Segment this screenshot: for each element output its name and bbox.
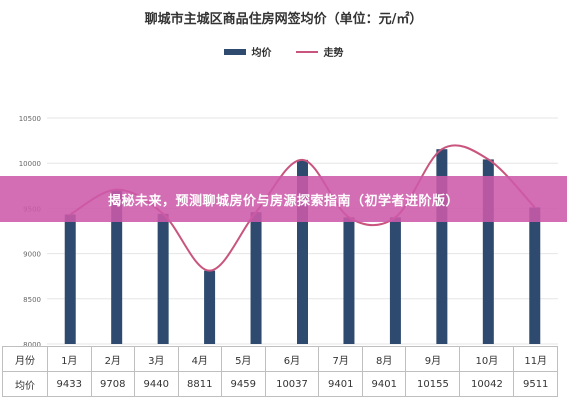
bar bbox=[297, 159, 308, 344]
bar bbox=[389, 217, 401, 344]
legend-bar-label: 均价 bbox=[251, 48, 272, 59]
table-cell-value: 10155 bbox=[405, 371, 461, 397]
legend-line-swatch bbox=[295, 50, 318, 53]
table-row-months: 月份 1月 2月 3月 4月 5月 6月 7月 8月 9月 10月 11月 bbox=[2, 346, 558, 372]
table-cell-month: 11月 bbox=[513, 346, 558, 372]
table-cell-value: 10037 bbox=[264, 371, 320, 397]
table-row-values: 均价 9433 9708 9440 8811 9459 10037 9401 9401 1015… bbox=[2, 371, 558, 397]
table-cell-value: 9440 bbox=[134, 371, 179, 397]
overlay-banner: 揭秘未来，预测聊城房价与房源探索指南（初学者进阶版） bbox=[0, 176, 567, 222]
y-tick-label: 10500 bbox=[19, 115, 41, 123]
legend: 均价 走势 bbox=[0, 44, 567, 59]
table-header-months: 月份 bbox=[2, 346, 48, 372]
table-cell-value: 9708 bbox=[90, 371, 135, 397]
legend-item-bar: 均价 bbox=[223, 44, 272, 59]
y-tick-label: 8500 bbox=[23, 296, 41, 304]
bar bbox=[250, 212, 262, 344]
table-cell-value: 9401 bbox=[361, 371, 407, 397]
y-tick-label: 10000 bbox=[19, 160, 41, 168]
bar bbox=[529, 207, 541, 344]
table-cell-month: 5月 bbox=[221, 346, 266, 372]
table-cell-month: 10月 bbox=[459, 346, 515, 372]
data-table: 月份 1月 2月 3月 4月 5月 6月 7月 8月 9月 10月 11月 均价 9433 9708 9… bbox=[2, 346, 558, 397]
bar bbox=[482, 159, 494, 344]
bar bbox=[157, 213, 169, 344]
y-tick-label: 9000 bbox=[23, 251, 41, 259]
bar bbox=[343, 217, 355, 344]
legend-bar-swatch bbox=[223, 48, 246, 55]
table-cell-month: 7月 bbox=[318, 346, 363, 372]
table-cell-value: 9433 bbox=[47, 371, 92, 397]
table-cell-month: 6月 bbox=[264, 346, 320, 372]
table-cell-month: 1月 bbox=[47, 346, 92, 372]
table-cell-month: 4月 bbox=[177, 346, 222, 372]
legend-line-label: 走势 bbox=[323, 48, 344, 59]
bar bbox=[111, 189, 123, 344]
table-cell-month: 2月 bbox=[90, 346, 135, 372]
table-cell-value: 9511 bbox=[513, 371, 558, 397]
table-cell-value: 9459 bbox=[221, 371, 266, 397]
table-cell-month: 8月 bbox=[361, 346, 407, 372]
table-cell-month: 9月 bbox=[405, 346, 461, 372]
table-cell-value: 9401 bbox=[318, 371, 363, 397]
table-cell-value: 8811 bbox=[177, 371, 222, 397]
table-header-values: 均价 bbox=[2, 371, 48, 397]
legend-item-line: 走势 bbox=[295, 44, 344, 59]
bar-series bbox=[64, 149, 541, 344]
bar bbox=[64, 214, 76, 344]
y-tick-label: 8000 bbox=[23, 341, 41, 349]
table-cell-value: 10042 bbox=[459, 371, 515, 397]
bar bbox=[204, 270, 216, 344]
chart-title: 聊城市主城区商品住房网签均价（单位：元/㎡） bbox=[144, 12, 423, 27]
table-cell-month: 3月 bbox=[134, 346, 179, 372]
y-axis-ticks: 80008500900095001000010500 bbox=[19, 115, 41, 349]
bar bbox=[436, 149, 448, 344]
